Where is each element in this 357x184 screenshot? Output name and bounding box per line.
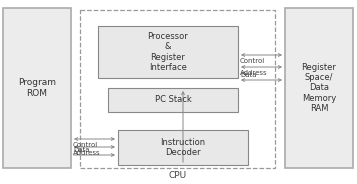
Text: Program
ROM: Program ROM xyxy=(18,78,56,98)
Bar xyxy=(98,26,238,78)
Text: Control: Control xyxy=(73,142,98,148)
Text: Processor
&
Register
Interface: Processor & Register Interface xyxy=(148,32,188,72)
Bar xyxy=(3,8,71,168)
Text: CPU: CPU xyxy=(169,171,187,180)
Text: Control: Control xyxy=(240,58,265,64)
Bar xyxy=(285,8,353,168)
Text: Address: Address xyxy=(240,70,268,76)
Text: Instruction
Decoder: Instruction Decoder xyxy=(160,138,206,157)
Bar xyxy=(80,10,275,168)
Text: Data: Data xyxy=(240,72,256,78)
Text: Address: Address xyxy=(73,150,101,156)
Bar xyxy=(118,130,248,165)
Text: PC Stack: PC Stack xyxy=(155,95,191,105)
Text: Register
Space/
Data
Memory
RAM: Register Space/ Data Memory RAM xyxy=(302,63,336,113)
Bar xyxy=(108,88,238,112)
Text: Data: Data xyxy=(73,147,90,153)
